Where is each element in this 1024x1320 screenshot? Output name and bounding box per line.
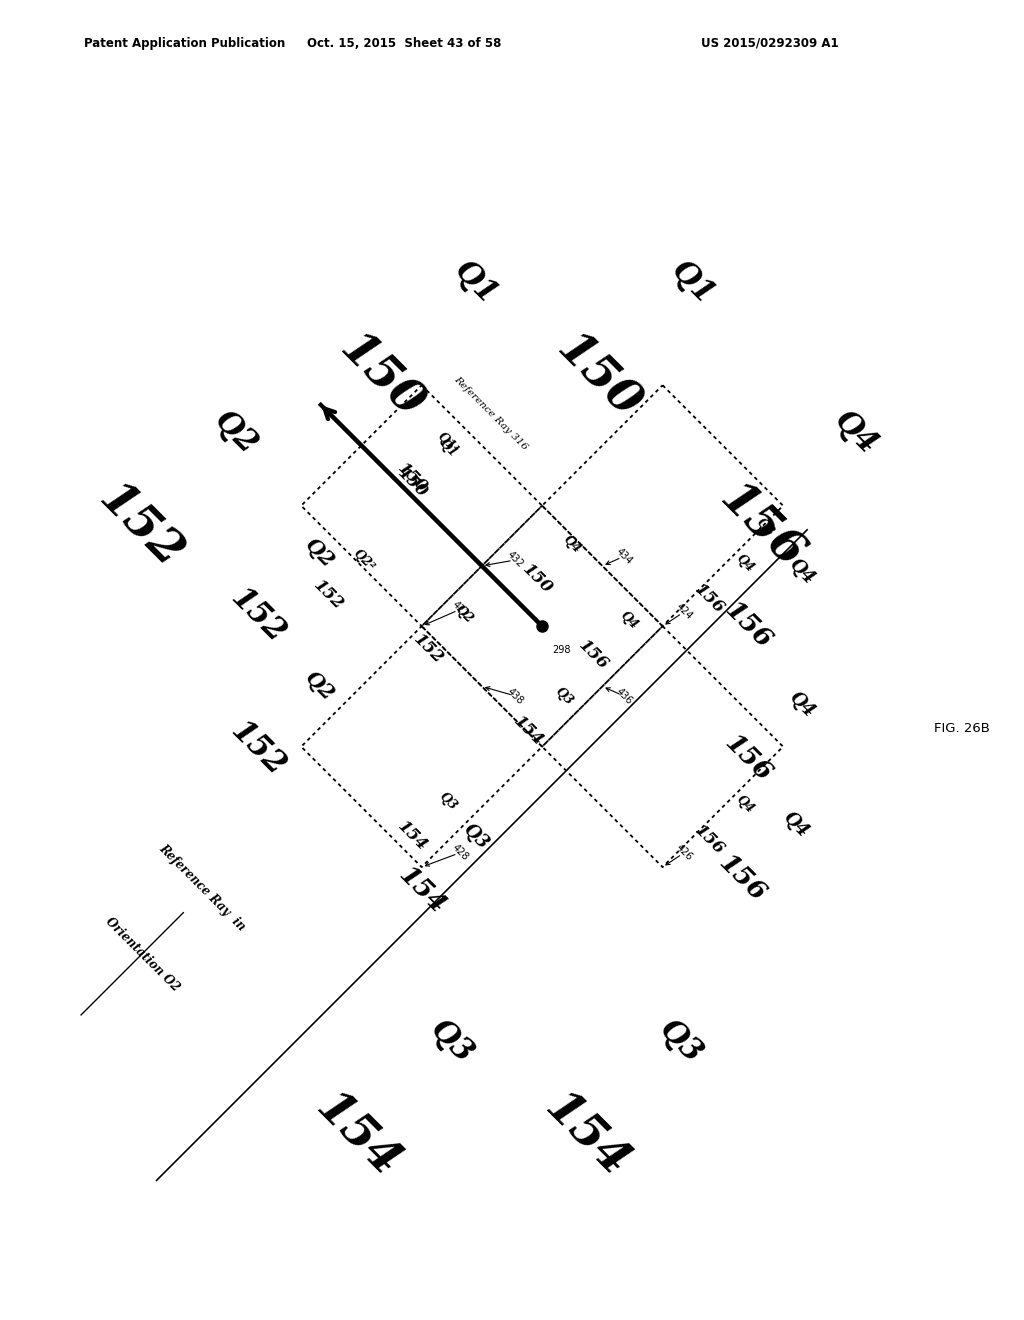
Text: 298: 298 [552, 645, 570, 656]
Text: 150: 150 [394, 465, 431, 502]
Text: 150: 150 [394, 459, 431, 496]
Text: Q2²: Q2² [350, 546, 377, 573]
Text: Q2: Q2 [207, 405, 263, 461]
Text: 154: 154 [510, 713, 547, 750]
Text: Q3: Q3 [652, 1014, 709, 1069]
Text: Q4: Q4 [784, 688, 817, 721]
Text: Q2: Q2 [301, 668, 338, 705]
Text: 152: 152 [411, 631, 446, 668]
Text: 152: 152 [90, 475, 193, 578]
Text: Reference Ray 316: Reference Ray 316 [452, 375, 529, 451]
Text: 154: 154 [394, 862, 451, 919]
Text: Q1: Q1 [436, 437, 460, 459]
Text: 156: 156 [575, 638, 612, 673]
Text: 156: 156 [711, 475, 813, 578]
Text: 150: 150 [332, 325, 433, 428]
Text: Patent Application Publication: Patent Application Publication [84, 37, 286, 50]
Text: 156: 156 [691, 581, 728, 618]
Text: Q3: Q3 [754, 516, 776, 539]
Text: Q1: Q1 [665, 255, 721, 310]
Text: 434: 434 [614, 546, 634, 566]
Text: 424: 424 [674, 602, 694, 622]
Text: 156: 156 [719, 730, 776, 787]
Text: 154: 154 [537, 1084, 638, 1187]
Text: 156: 156 [691, 821, 728, 858]
Text: Q2: Q2 [301, 536, 338, 573]
Text: Reference Ray  in: Reference Ray in [157, 842, 248, 933]
Text: 150: 150 [518, 561, 555, 598]
Text: FIG. 26B: FIG. 26B [934, 722, 989, 735]
Text: Q4: Q4 [733, 552, 756, 576]
Text: Q4: Q4 [779, 809, 811, 841]
Text: 428: 428 [451, 842, 470, 863]
Text: Orientation O2: Orientation O2 [102, 915, 181, 994]
Text: 150: 150 [548, 325, 650, 428]
Text: 154: 154 [394, 818, 431, 854]
Text: 156: 156 [714, 850, 770, 907]
Text: Q3: Q3 [552, 685, 575, 708]
Text: US 2015/0292309 A1: US 2015/0292309 A1 [701, 37, 839, 50]
Text: Q3: Q3 [436, 789, 460, 812]
Text: 154: 154 [307, 1084, 410, 1187]
Text: Oct. 15, 2015  Sheet 43 of 58: Oct. 15, 2015 Sheet 43 of 58 [307, 37, 502, 50]
Text: 152: 152 [310, 577, 347, 614]
Text: Q4: Q4 [827, 405, 884, 461]
Text: Q3: Q3 [424, 1014, 479, 1069]
Text: Q3: Q3 [460, 821, 493, 853]
Text: 156: 156 [719, 597, 776, 653]
Text: Q4: Q4 [733, 793, 756, 816]
Text: 438: 438 [506, 686, 525, 706]
Text: 422: 422 [451, 599, 470, 619]
Text: 152: 152 [224, 582, 291, 649]
Text: 426: 426 [674, 842, 694, 863]
Text: Q2: Q2 [453, 603, 475, 626]
Text: Q1¹: Q1¹ [434, 429, 462, 457]
Text: 436: 436 [614, 686, 634, 706]
Text: Q4: Q4 [617, 609, 640, 632]
Text: 152: 152 [224, 714, 291, 781]
Text: Q4: Q4 [561, 533, 584, 556]
Text: 432: 432 [506, 550, 525, 570]
Text: Q1: Q1 [447, 255, 504, 310]
Text: Q4: Q4 [784, 556, 817, 589]
